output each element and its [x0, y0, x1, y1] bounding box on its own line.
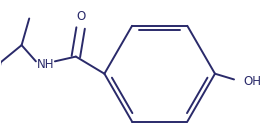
Text: OH: OH — [243, 75, 262, 88]
Text: NH: NH — [37, 58, 54, 71]
Text: O: O — [76, 10, 85, 23]
